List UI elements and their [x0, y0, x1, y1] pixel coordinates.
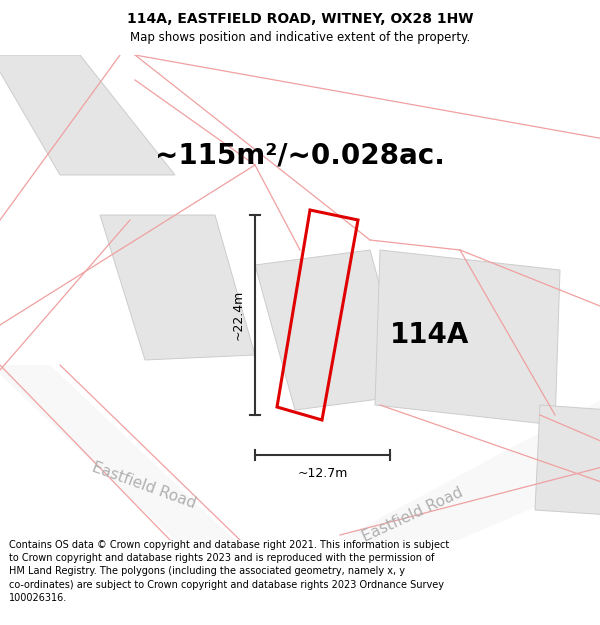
Text: Map shows position and indicative extent of the property.: Map shows position and indicative extent… — [130, 31, 470, 44]
Polygon shape — [255, 250, 410, 410]
Polygon shape — [100, 215, 255, 360]
Polygon shape — [0, 365, 240, 545]
Text: 114A, EASTFIELD ROAD, WITNEY, OX28 1HW: 114A, EASTFIELD ROAD, WITNEY, OX28 1HW — [127, 12, 473, 26]
Polygon shape — [330, 395, 600, 595]
Text: Contains OS data © Crown copyright and database right 2021. This information is : Contains OS data © Crown copyright and d… — [9, 540, 449, 602]
Text: ~12.7m: ~12.7m — [298, 467, 347, 480]
Text: ~22.4m: ~22.4m — [232, 290, 245, 340]
Polygon shape — [535, 405, 600, 515]
Text: 114A: 114A — [390, 321, 469, 349]
Polygon shape — [375, 250, 560, 425]
Text: Eastfield Road: Eastfield Road — [90, 459, 198, 511]
Text: ~115m²/~0.028ac.: ~115m²/~0.028ac. — [155, 141, 445, 169]
Polygon shape — [0, 55, 175, 175]
Text: Eastfield Road: Eastfield Road — [360, 485, 466, 545]
